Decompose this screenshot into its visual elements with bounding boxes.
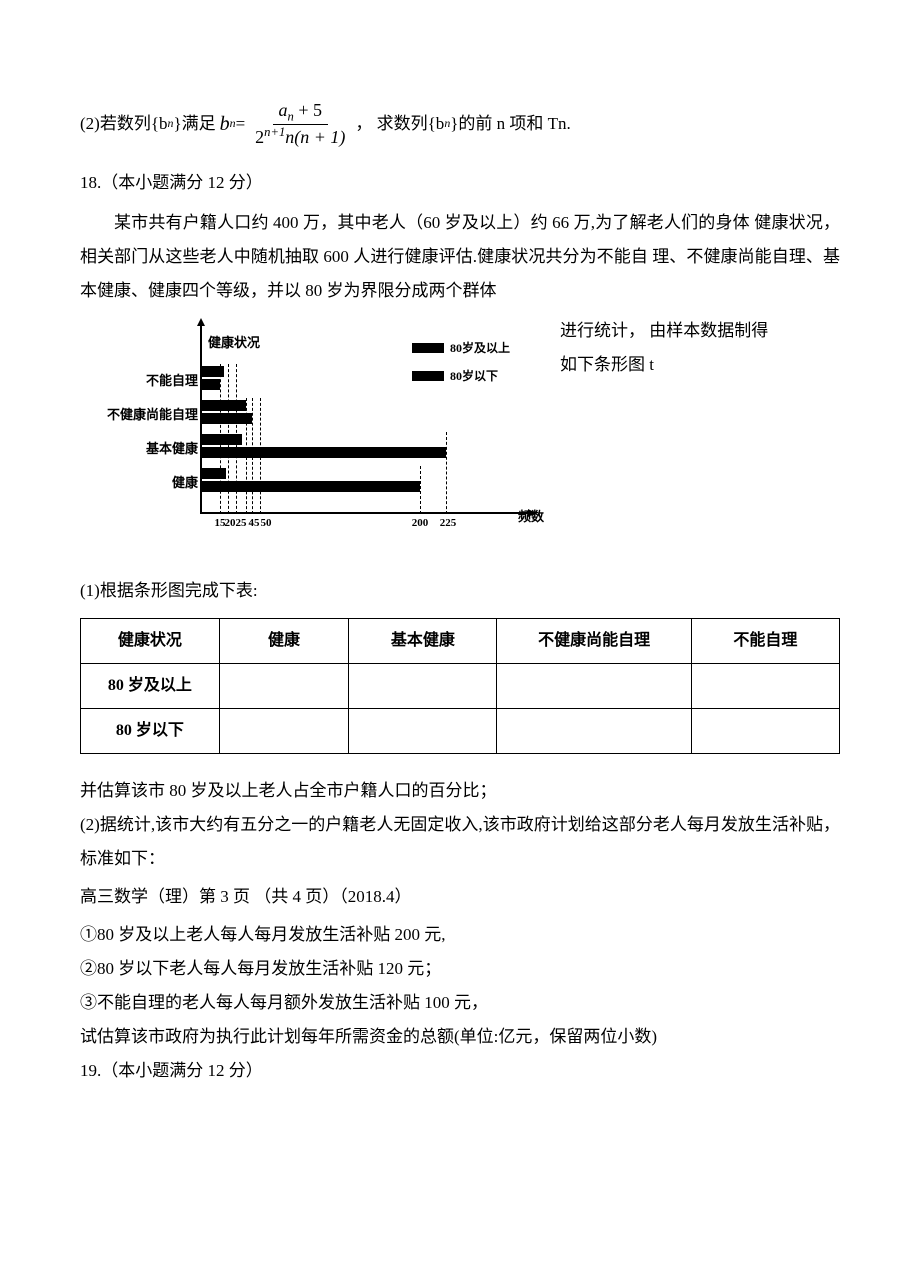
gridline xyxy=(260,398,261,514)
bar-chart: 健康状况 频数 80岁及以上 80岁以下 不能自理 不健康尚能自理 xyxy=(80,314,540,544)
bar-group xyxy=(202,468,420,492)
bar-group xyxy=(202,400,252,424)
fraction: an + 5 2n+1n(n + 1) xyxy=(249,100,351,148)
table-cell xyxy=(219,663,349,708)
table-header: 不能自理 xyxy=(691,618,839,663)
text: (2)若数列{b xyxy=(80,110,167,137)
text: ， 求数列{b xyxy=(355,110,444,137)
category-label: 不能自理 xyxy=(146,368,198,394)
table-row: 80 岁以下 xyxy=(81,708,840,753)
table-header: 健康 xyxy=(219,618,349,663)
plus5: + 5 xyxy=(294,100,322,120)
text-line: 如下条形图 t xyxy=(560,348,840,382)
chart-legend: 80岁及以上 80岁以下 xyxy=(412,336,510,392)
q18-sub2-line1: (2)据统计,该市大约有五分之一的户籍老人无固定收入,该市政府计划给这部分老人每… xyxy=(80,808,840,876)
gridline xyxy=(246,398,247,514)
table-cell: 80 岁以下 xyxy=(81,708,220,753)
page-footer: 高三数学（理）第 3 页 （共 4 页）（2018.4） xyxy=(80,880,840,914)
legend-item: 80岁以下 xyxy=(412,364,510,388)
table-cell xyxy=(349,708,497,753)
table-header-row: 健康状况 健康 基本健康 不健康尚能自理 不能自理 xyxy=(81,618,840,663)
two: 2 xyxy=(255,127,264,147)
table-cell xyxy=(497,663,691,708)
exponent: n+1 xyxy=(264,125,285,139)
tick-label: 45 xyxy=(249,512,260,534)
bar-over80 xyxy=(202,400,246,411)
health-table: 健康状况 健康 基本健康 不健康尚能自理 不能自理 80 岁及以上 80 岁以下 xyxy=(80,618,840,754)
table-cell xyxy=(349,663,497,708)
legend-label: 80岁以下 xyxy=(450,364,498,388)
table-header: 不健康尚能自理 xyxy=(497,618,691,663)
text-line: 进行统计， 由样本数据制得 xyxy=(560,314,840,348)
gridline xyxy=(220,364,221,514)
table-header: 健康状况 xyxy=(81,618,220,663)
tick-label: 225 xyxy=(440,512,457,534)
tick-label: 50 xyxy=(261,512,272,534)
legend-swatch xyxy=(412,343,444,353)
table-cell xyxy=(497,708,691,753)
category-label: 基本健康 xyxy=(146,436,198,462)
tick-label: 20 xyxy=(225,512,236,534)
q18-sub2-item1: ①80 岁及以上老人每人每月发放生活补贴 200 元, xyxy=(80,918,840,952)
gridline xyxy=(420,466,421,514)
tick-label: 200 xyxy=(412,512,429,534)
gridline xyxy=(236,364,237,514)
legend-item: 80岁及以上 xyxy=(412,336,510,360)
page-container: (2)若数列{bn}满足 bn = an + 5 2n+1n(n + 1) ， … xyxy=(0,0,920,1154)
var-a: a xyxy=(279,100,288,120)
tick-label: 25 xyxy=(236,512,247,534)
text: }的前 n 项和 Tn. xyxy=(450,110,571,137)
numerator: an + 5 xyxy=(273,100,328,125)
bar-under80 xyxy=(202,447,446,458)
q18-heading: 18.（本小题满分 12 分） xyxy=(80,166,840,200)
x-axis-label: 频数 xyxy=(518,504,544,530)
table-cell: 80 岁及以上 xyxy=(81,663,220,708)
q18-sub2-item2: ②80 岁以下老人每人每月发放生活补贴 120 元； xyxy=(80,952,840,986)
q18-sub1-after: 并估算该市 80 岁及以上老人占全市户籍人口的百分比； xyxy=(80,774,840,808)
table-cell xyxy=(691,708,839,753)
gridline xyxy=(228,364,229,514)
bar-group xyxy=(202,434,446,458)
gridline xyxy=(252,398,253,514)
legend-swatch xyxy=(412,371,444,381)
q17-part2: (2)若数列{bn}满足 bn = an + 5 2n+1n(n + 1) ， … xyxy=(80,100,840,148)
bar-under80 xyxy=(202,481,420,492)
table-cell xyxy=(219,708,349,753)
category-label: 健康 xyxy=(172,470,198,496)
table-header: 基本健康 xyxy=(349,618,497,663)
table-row: 80 岁及以上 xyxy=(81,663,840,708)
bar-under80 xyxy=(202,413,252,424)
q18-sub1-prompt: (1)根据条形图完成下表: xyxy=(80,574,840,608)
q19-heading: 19.（本小题满分 12 分） xyxy=(80,1054,840,1088)
legend-label: 80岁及以上 xyxy=(450,336,510,360)
text: }满足 xyxy=(173,110,215,137)
q18-sub2-item3: ③不能自理的老人每人每月额外发放生活补贴 100 元， xyxy=(80,986,840,1020)
bar-over80 xyxy=(202,468,226,479)
q18-paragraph: 某市共有户籍人口约 400 万，其中老人（60 岁及以上）约 66 万,为了解老… xyxy=(80,206,840,308)
q18-sub2-last: 试估算该市政府为执行此计划每年所需资金的总额(单位:亿元，保留两位小数) xyxy=(80,1020,840,1054)
n-n1: n(n + 1) xyxy=(285,127,345,147)
y-axis-label: 健康状况 xyxy=(208,330,260,356)
chart-side-text: 进行统计， 由样本数据制得 如下条形图 t xyxy=(540,314,840,382)
category-label: 不健康尚能自理 xyxy=(107,402,198,428)
chart-row: 健康状况 频数 80岁及以上 80岁以下 不能自理 不健康尚能自理 xyxy=(80,314,840,544)
table-cell xyxy=(691,663,839,708)
equals: = xyxy=(236,110,246,137)
bar-under80 xyxy=(202,379,220,390)
gridline xyxy=(446,432,447,514)
denominator: 2n+1n(n + 1) xyxy=(249,125,351,148)
math-lhs: b xyxy=(220,108,230,140)
